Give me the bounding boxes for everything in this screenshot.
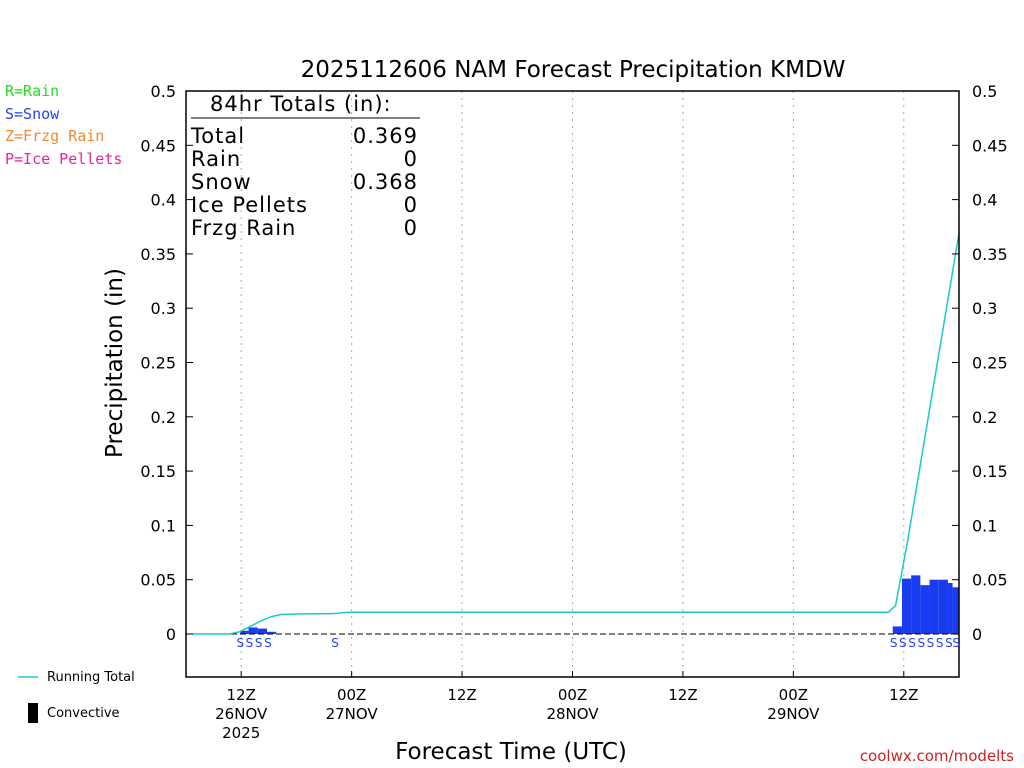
snow-marker: S xyxy=(264,636,272,650)
x-tick-label: 12Z xyxy=(889,686,918,704)
y-tick-label-right: 0.05 xyxy=(972,571,1008,590)
snow-bar xyxy=(929,579,939,634)
y-tick-label-right: 0.15 xyxy=(972,462,1008,481)
x-tick-label: 28NOV xyxy=(546,705,599,723)
snow-bar xyxy=(938,579,948,634)
y-tick-label-left: 0.35 xyxy=(140,245,176,264)
plot-frame xyxy=(185,90,960,678)
totals-row-label: Ice Pellets xyxy=(191,193,308,217)
snow-bar xyxy=(257,628,267,634)
snow-bar xyxy=(266,631,277,634)
y-tick-label-left: 0.2 xyxy=(151,408,176,427)
y-tick-label-right: 0.3 xyxy=(972,299,997,318)
snow-marker: S xyxy=(899,636,907,650)
x-tick-label: 00Z xyxy=(779,686,808,704)
snow-bar xyxy=(248,627,258,634)
x-axis-label: Forecast Time (UTC) xyxy=(395,739,627,765)
snow-marker: S xyxy=(908,636,916,650)
totals-row-value: 0 xyxy=(404,147,418,171)
snow-marker: S xyxy=(236,636,244,650)
y-tick-label-right: 0.4 xyxy=(972,191,997,210)
totals-row-label: Frzg Rain xyxy=(191,216,296,240)
x-tick-label: 00Z xyxy=(337,686,366,704)
totals-row-value: 0 xyxy=(404,193,418,217)
x-tick-label: 2025 xyxy=(222,724,260,742)
x-tick-label: 12Z xyxy=(668,686,697,704)
snow-bar xyxy=(947,582,953,634)
snow-marker: S xyxy=(927,636,935,650)
x-tick-label: 27NOV xyxy=(326,705,379,723)
snow-bar xyxy=(952,587,959,634)
x-tick-label: 12Z xyxy=(227,686,256,704)
y-tick-label-right: 0.2 xyxy=(972,408,997,427)
y-tick-label-left: 0.1 xyxy=(151,516,176,535)
totals-row-value: 0 xyxy=(404,216,418,240)
x-tick-label: 29NOV xyxy=(767,705,820,723)
x-tick-label: 26NOV xyxy=(215,705,268,723)
y-tick-label-left: 0.5 xyxy=(151,82,176,101)
ptype-legend-item: S=Snow xyxy=(5,104,60,123)
totals-box: 84hr Totals (in): Total 0.369 Rain 0 Snow 0.36… xyxy=(190,92,420,240)
y-tick-label-right: 0 xyxy=(972,625,982,644)
convective-legend-label: Convective xyxy=(47,706,120,721)
snow-bar xyxy=(911,575,921,634)
y-axis-label: Precipitation (in) xyxy=(102,268,128,458)
x-tick-label: 12Z xyxy=(447,686,476,704)
totals-row-value: 0.368 xyxy=(353,170,418,194)
snow-marker: S xyxy=(890,636,898,650)
y-tick-label-left: 0.25 xyxy=(140,354,176,373)
y-tick-label-left: 0.15 xyxy=(140,462,176,481)
snow-bar xyxy=(240,630,249,634)
snow-marker: S xyxy=(945,636,953,650)
snow-marker: S xyxy=(917,636,925,650)
y-tick-label-left: 0.4 xyxy=(151,191,176,210)
ptype-legend-item: R=Rain xyxy=(5,82,60,100)
x-tick-label: 00Z xyxy=(558,686,587,704)
y-tick-label-right: 0.25 xyxy=(972,354,1008,373)
y-tick-label-right: 0.1 xyxy=(972,516,997,535)
totals-row-value: 0.369 xyxy=(353,124,418,148)
totals-header: 84hr Totals (in): xyxy=(210,92,392,116)
snow-marker: S xyxy=(952,636,960,650)
y-tick-label-left: 0.45 xyxy=(140,136,176,155)
y-tick-label-right: 0.5 xyxy=(972,82,997,101)
series-lines xyxy=(186,233,960,635)
running-total-line xyxy=(192,233,960,635)
totals-row-label: Total xyxy=(190,124,245,148)
running-total-legend-label: Running Total xyxy=(47,670,135,685)
running-total-legend-swatch xyxy=(18,676,38,678)
totals-row-label: Snow xyxy=(191,170,252,194)
snow-marker: S xyxy=(936,636,944,650)
snow-bars xyxy=(240,575,959,634)
ptype-legend-item: P=Ice Pellets xyxy=(5,149,123,168)
snow-marker: S xyxy=(246,636,254,650)
snow-bar xyxy=(920,585,930,634)
totals-row-label: Rain xyxy=(191,147,241,171)
credit-text[interactable]: coolwx.com/modelts xyxy=(860,747,1014,765)
snow-marker: S xyxy=(331,636,339,650)
y-tick-label-right: 0.45 xyxy=(972,136,1008,155)
y-tick-label-left: 0 xyxy=(166,625,176,644)
snow-marker: S xyxy=(255,636,263,650)
ptype-legend-item: Z=Frzg Rain xyxy=(5,127,105,145)
grid-lines xyxy=(240,91,905,677)
snow-bar xyxy=(892,626,902,634)
chart-title: 2025112606 NAM Forecast Precipitation KM… xyxy=(301,57,846,83)
y-tick-label-right: 0.35 xyxy=(972,245,1008,264)
y-tick-label-left: 0.3 xyxy=(151,299,176,318)
y-tick-label-left: 0.05 xyxy=(140,571,176,590)
convective-legend-swatch xyxy=(28,703,38,723)
snow-bar xyxy=(901,578,912,634)
